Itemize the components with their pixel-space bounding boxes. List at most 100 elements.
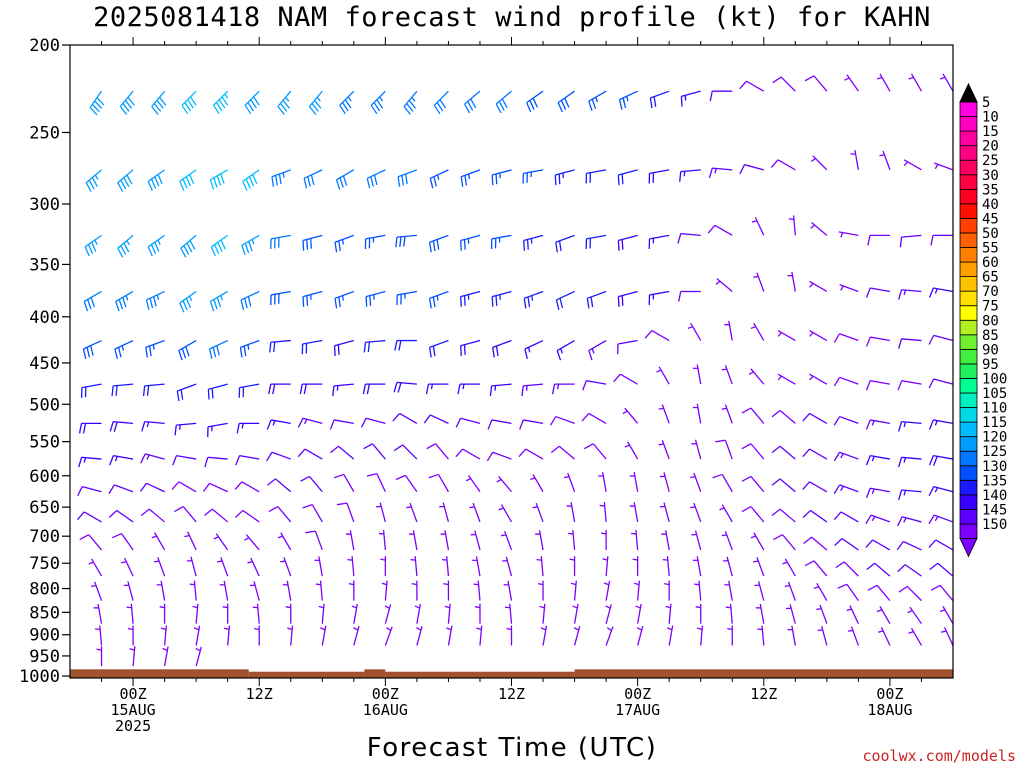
- wind-barb-full: [334, 242, 338, 253]
- wind-barb-half: [406, 506, 412, 509]
- wind-barb-shaft: [447, 625, 453, 646]
- wind-barb: [690, 472, 702, 492]
- wind-barb-shaft: [779, 410, 796, 424]
- wind-barb-shaft: [721, 504, 733, 523]
- x-tick-label: 12Z: [246, 685, 273, 703]
- wind-barb: [186, 556, 197, 577]
- wind-barb-shaft: [148, 508, 166, 523]
- wind-barb-full: [282, 99, 290, 109]
- wind-barb-full: [621, 295, 624, 306]
- wind-barb-shaft: [693, 502, 702, 523]
- wind-barb-shaft: [605, 580, 611, 601]
- wind-barb-shaft: [178, 481, 197, 493]
- wind-barb-shaft: [412, 530, 418, 551]
- wind-barb-full: [297, 448, 306, 458]
- wind-barb-shaft: [491, 383, 512, 387]
- wind-barb-full: [622, 97, 627, 109]
- wind-barb: [234, 481, 260, 493]
- wind-barb: [441, 556, 450, 577]
- wind-barb-full: [112, 532, 122, 539]
- wind-barb-shaft: [462, 448, 481, 460]
- wind-barb-shaft: [636, 580, 641, 601]
- wind-barb-full: [406, 103, 414, 112]
- wind-barb: [195, 646, 202, 667]
- wind-barb-shaft: [572, 529, 576, 551]
- wind-barb: [582, 380, 607, 391]
- wind-barb: [629, 502, 639, 523]
- wind-barb-full: [928, 378, 935, 389]
- wind-barb-full: [329, 419, 335, 430]
- wind-barb-full: [897, 516, 903, 527]
- wind-barb-half: [934, 164, 939, 170]
- wind-barb-half: [563, 476, 570, 479]
- wind-barb-full: [428, 298, 432, 309]
- wind-barb-shaft: [558, 445, 575, 460]
- wind-barb: [336, 502, 355, 523]
- wind-barb-half: [411, 96, 416, 102]
- wind-barb-shaft: [810, 509, 828, 523]
- wind-barb-half: [224, 93, 229, 99]
- wind-barb-shaft: [904, 564, 922, 577]
- wind-barb-shaft: [117, 234, 134, 249]
- wind-barb-full: [113, 421, 118, 432]
- wind-barb-shaft: [215, 533, 229, 551]
- wind-barb: [308, 90, 323, 115]
- wind-barb: [252, 603, 260, 624]
- wind-barb-shaft: [333, 383, 354, 387]
- wind-barb: [108, 484, 134, 494]
- wind-barb-shaft: [353, 603, 358, 624]
- wind-barb-shaft: [635, 529, 639, 551]
- wind-barb: [502, 556, 513, 577]
- wind-barb-shaft: [334, 234, 355, 243]
- x-axis-title: Forecast Time (UTC): [366, 733, 658, 763]
- wind-barb: [174, 506, 197, 523]
- wind-barb-shaft: [442, 502, 450, 523]
- wind-barb-shaft: [750, 368, 765, 385]
- wind-barb-shaft: [245, 534, 260, 551]
- wind-barb-full: [234, 481, 243, 490]
- wind-barb-full: [802, 448, 811, 458]
- wind-barb: [443, 580, 450, 601]
- wind-barb-full: [235, 509, 244, 518]
- wind-barb-shaft: [870, 419, 891, 425]
- wind-barb: [429, 169, 449, 189]
- wind-barb: [636, 625, 644, 646]
- wind-barb-full: [306, 239, 309, 250]
- y-tick-label: 450: [29, 354, 60, 374]
- wind-barb: [659, 502, 670, 523]
- wind-barb-full: [310, 238, 312, 249]
- wind-barb-half: [658, 443, 664, 446]
- wind-barb-full: [186, 242, 193, 253]
- wind-barb-full: [83, 301, 89, 312]
- wind-barb: [632, 556, 639, 577]
- wind-barb-half: [690, 506, 696, 509]
- wind-barb-half: [666, 627, 673, 631]
- wind-barb: [459, 234, 481, 251]
- wind-barb-half: [222, 606, 228, 609]
- wind-barb-shaft: [321, 625, 327, 646]
- wind-barb-full: [618, 99, 623, 110]
- x-tick-label: 18AUG: [867, 701, 912, 719]
- wind-barb-shaft: [942, 606, 954, 625]
- wind-barb: [659, 472, 670, 492]
- wind-barb: [378, 529, 387, 551]
- wind-barb-full: [521, 385, 524, 397]
- wind-barb-half: [379, 96, 384, 102]
- wind-barb: [428, 473, 449, 493]
- wind-barb-shaft: [495, 90, 512, 105]
- wind-barb-shaft: [729, 603, 733, 624]
- wind-barb-shaft: [256, 603, 260, 624]
- wind-barb: [487, 419, 512, 430]
- wind-barb: [96, 646, 103, 667]
- wind-barb-shaft: [477, 580, 481, 601]
- wind-barb-shaft: [195, 603, 199, 624]
- wind-barb-half: [315, 583, 321, 586]
- wind-barb-shaft: [382, 529, 387, 551]
- y-tick-label: 750: [29, 554, 60, 574]
- wind-barb-shaft: [124, 557, 134, 577]
- wind-barb: [941, 627, 954, 646]
- wind-barb-full: [96, 97, 105, 106]
- wind-barb: [602, 556, 609, 577]
- wind-barb: [697, 625, 704, 646]
- wind-barb-half: [725, 606, 731, 609]
